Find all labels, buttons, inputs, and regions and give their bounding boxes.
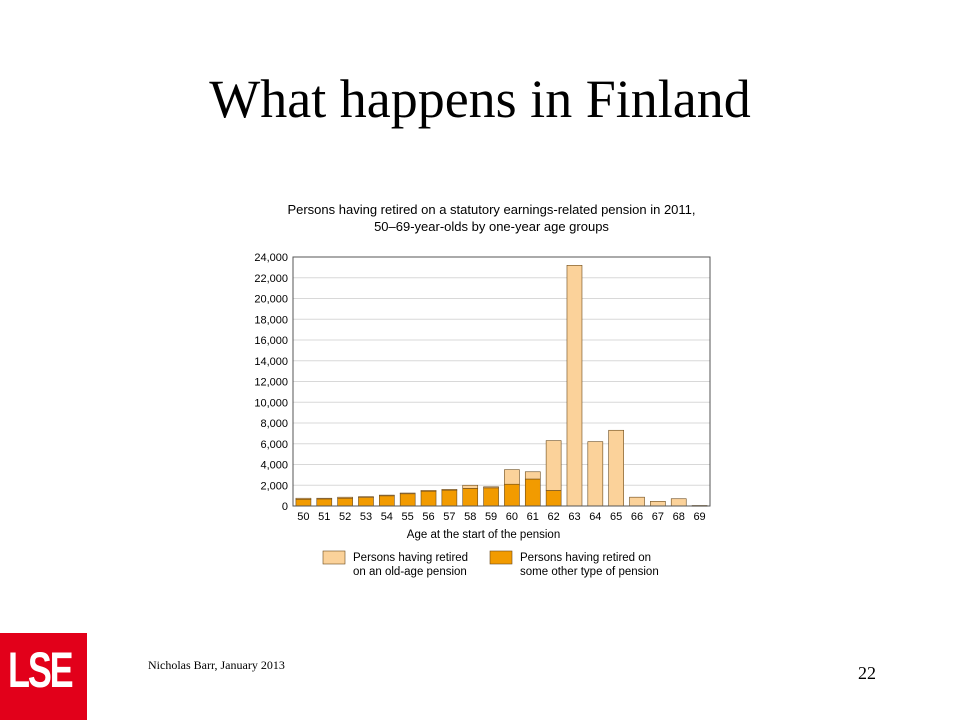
y-tick-label: 6,000 xyxy=(260,439,288,451)
legend-label-line: Persons having retired xyxy=(353,552,468,564)
y-tick-label: 16,000 xyxy=(254,335,288,347)
x-axis-label: Age at the start of the pension xyxy=(407,529,560,541)
bar-old-age-pension xyxy=(399,492,416,495)
y-tick-label: 0 xyxy=(282,501,288,513)
x-tick-label: 51 xyxy=(318,511,330,523)
legend-swatch-other xyxy=(489,550,513,565)
bar-old-age-pension xyxy=(337,496,353,499)
x-tick-label: 65 xyxy=(610,511,622,523)
x-tick-label: 61 xyxy=(527,511,539,523)
bar-old-age-pension xyxy=(462,484,479,489)
bar-other-pension xyxy=(504,483,520,507)
bar-old-age-pension xyxy=(316,497,333,500)
lse-logo: LSE xyxy=(0,633,87,720)
bar-other-pension xyxy=(483,487,499,507)
footer-author: Nicholas Barr, January 2013 xyxy=(148,658,285,672)
bar-other-pension xyxy=(399,493,416,507)
y-tick-label: 8,000 xyxy=(260,418,288,430)
x-tick-label: 68 xyxy=(673,511,685,523)
slide-title: What happens in Finland xyxy=(209,69,751,129)
y-tick-label: 12,000 xyxy=(254,377,288,389)
chart: Persons having retired on a statutory ea… xyxy=(230,195,730,595)
bar-other-pension xyxy=(545,490,562,507)
x-tick-label: 62 xyxy=(548,511,560,523)
x-tick-label: 52 xyxy=(339,511,351,523)
y-tick-label: 14,000 xyxy=(254,356,288,368)
x-tick-label: 63 xyxy=(568,511,580,523)
y-tick-label: 18,000 xyxy=(254,314,288,326)
bar-old-age-pension xyxy=(629,496,645,507)
y-tick-label: 20,000 xyxy=(254,294,288,306)
bar-other-pension xyxy=(420,490,437,507)
bar-old-age-pension xyxy=(650,501,666,507)
bar-other-pension xyxy=(379,495,395,507)
legend-label-line: some other type of pension xyxy=(520,566,659,578)
bar-old-age-pension xyxy=(587,441,604,507)
bar-other-pension xyxy=(295,498,312,507)
bar-old-age-pension xyxy=(379,494,395,497)
legend-swatch-old-age xyxy=(322,550,346,565)
bar-chart-svg: Persons having retired on a statutory ea… xyxy=(254,202,711,578)
x-tick-label: 53 xyxy=(360,511,372,523)
x-tick-label: 59 xyxy=(485,511,497,523)
x-tick-label: 54 xyxy=(381,511,393,523)
bar-old-age-pension xyxy=(358,496,374,498)
bar-other-pension xyxy=(441,489,458,507)
y-tick-label: 4,000 xyxy=(260,460,288,472)
bar-old-age-pension xyxy=(420,490,437,492)
y-tick-label: 22,000 xyxy=(254,273,288,285)
bar-other-pension xyxy=(358,496,374,507)
bar-old-age-pension xyxy=(441,489,458,491)
legend-label-line: Persons having retired on xyxy=(520,552,651,564)
x-tick-label: 64 xyxy=(589,511,601,523)
y-tick-label: 10,000 xyxy=(254,397,288,409)
bar-other-pension xyxy=(316,498,333,507)
y-tick-label: 2,000 xyxy=(260,480,288,492)
bar-old-age-pension xyxy=(524,471,541,480)
bar-old-age-pension xyxy=(504,469,520,485)
chart-title-line: 50–69-year-olds by one-year age groups xyxy=(374,219,609,234)
y-tick-label: 24,000 xyxy=(254,252,288,264)
x-tick-label: 57 xyxy=(443,511,455,523)
bar-old-age-pension xyxy=(483,486,499,489)
bar-old-age-pension xyxy=(608,429,624,507)
lse-logo-text: LSE xyxy=(8,642,74,698)
bar-old-age-pension xyxy=(566,265,583,507)
legend-label-line: on an old-age pension xyxy=(353,566,467,578)
bar-old-age-pension xyxy=(545,440,562,491)
bar-other-pension xyxy=(337,497,353,507)
x-tick-label: 66 xyxy=(631,511,643,523)
bar-other-pension xyxy=(462,488,479,507)
bar-old-age-pension xyxy=(670,498,687,507)
page-number: 22 xyxy=(858,663,876,683)
x-tick-label: 67 xyxy=(652,511,664,523)
plot-frame xyxy=(292,256,711,507)
x-tick-label: 55 xyxy=(402,511,414,523)
x-tick-label: 60 xyxy=(506,511,518,523)
x-tick-label: 69 xyxy=(693,511,705,523)
x-tick-label: 56 xyxy=(422,511,434,523)
bar-other-pension xyxy=(524,478,541,507)
bar-old-age-pension xyxy=(295,497,312,500)
chart-title-line: Persons having retired on a statutory ea… xyxy=(287,202,695,217)
x-tick-label: 50 xyxy=(297,511,309,523)
x-tick-label: 58 xyxy=(464,511,476,523)
